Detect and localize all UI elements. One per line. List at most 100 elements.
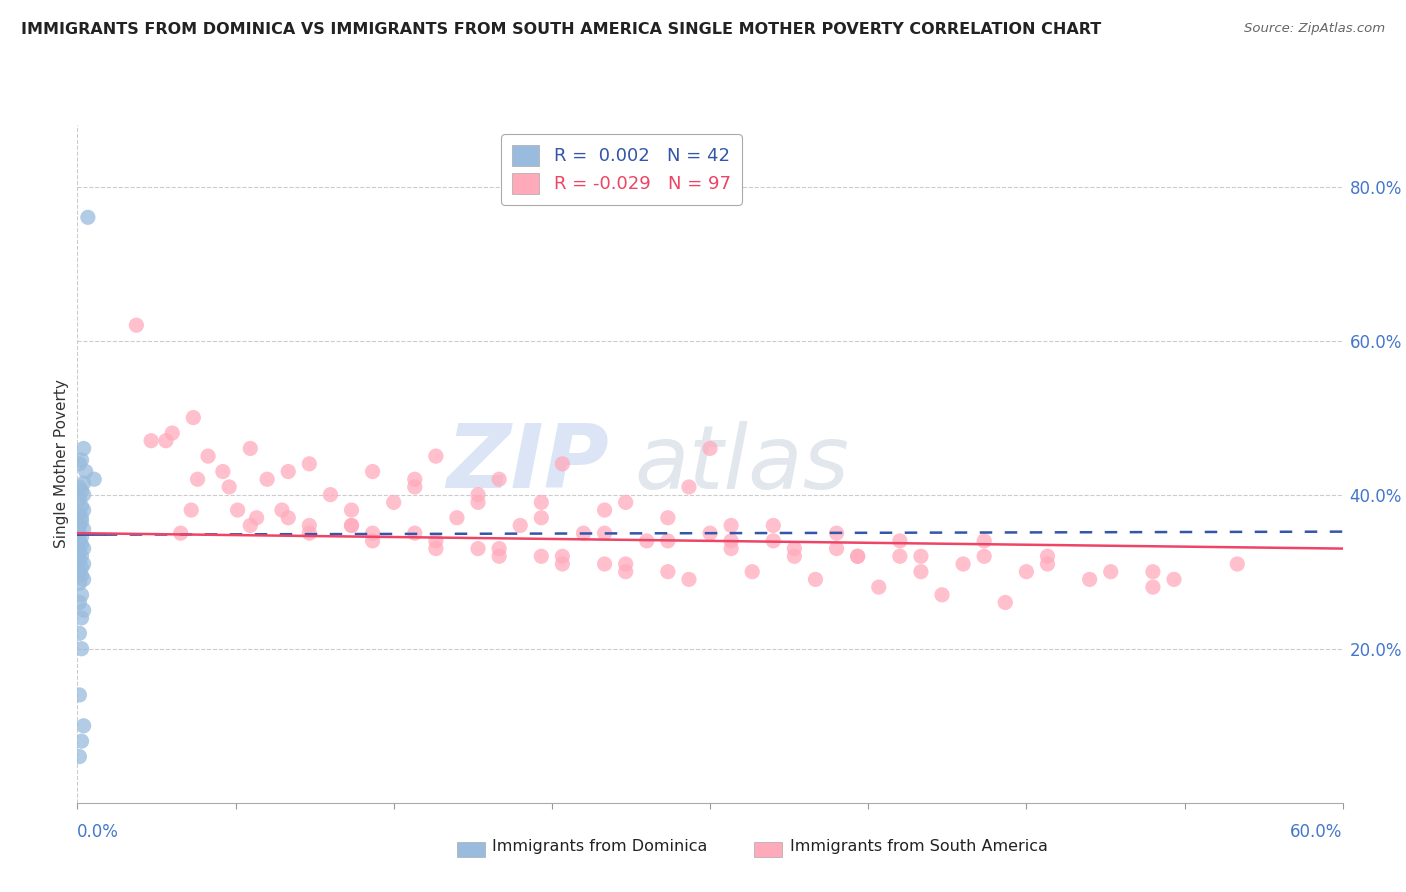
Point [70, 530, 93, 544]
Point [70, 561, 93, 575]
Point [67, 480, 90, 494]
Point [1015, 565, 1038, 579]
Point [239, 442, 262, 456]
Point [467, 541, 489, 556]
Point [67, 565, 90, 579]
Point [614, 495, 637, 509]
Point [70, 588, 93, 602]
Point [67, 545, 90, 559]
Point [425, 541, 447, 556]
Point [73, 573, 96, 587]
Point [488, 472, 510, 486]
Point [197, 449, 219, 463]
Point [75, 465, 97, 479]
Point [404, 526, 426, 541]
Point [467, 495, 489, 509]
Point [180, 503, 202, 517]
Point [404, 480, 426, 494]
Point [488, 549, 510, 564]
Point [382, 495, 405, 509]
Point [70, 611, 93, 625]
Point [256, 472, 278, 486]
Point [910, 565, 932, 579]
Point [141, 434, 163, 448]
Point [155, 434, 177, 448]
Point [762, 533, 785, 548]
Point [530, 549, 553, 564]
Point [846, 549, 869, 564]
Point [83, 472, 105, 486]
Point [73, 522, 96, 536]
Point [67, 688, 90, 702]
Point [361, 526, 384, 541]
Point [162, 425, 183, 440]
Point [76, 211, 98, 225]
Point [678, 573, 700, 587]
Point [973, 533, 995, 548]
Point [298, 457, 321, 471]
Text: Immigrants from South America: Immigrants from South America [790, 839, 1047, 855]
Point [170, 526, 193, 541]
Point [183, 410, 205, 425]
Point [657, 565, 679, 579]
Point [804, 573, 827, 587]
Text: ZIP: ZIP [446, 420, 609, 508]
Point [551, 549, 574, 564]
Point [70, 510, 93, 524]
Point [868, 580, 890, 594]
Point [73, 476, 96, 491]
Point [73, 442, 96, 456]
Point [509, 518, 531, 533]
Point [67, 518, 90, 533]
Point [614, 565, 637, 579]
Point [762, 518, 785, 533]
Point [636, 533, 658, 548]
Point [699, 442, 721, 456]
Point [70, 453, 93, 467]
Point [73, 488, 96, 502]
Point [741, 565, 763, 579]
Point [70, 734, 93, 748]
Point [699, 526, 721, 541]
Point [319, 488, 342, 502]
Point [187, 472, 209, 486]
Point [70, 641, 93, 656]
Point [67, 626, 90, 640]
Point [67, 491, 90, 506]
Text: IMMIGRANTS FROM DOMINICA VS IMMIGRANTS FROM SOUTH AMERICA SINGLE MOTHER POVERTY : IMMIGRANTS FROM DOMINICA VS IMMIGRANTS F… [21, 22, 1101, 37]
Point [73, 557, 96, 571]
Point [277, 510, 299, 524]
Point [73, 603, 96, 617]
Point [952, 557, 974, 571]
Point [67, 749, 90, 764]
Point [657, 510, 679, 524]
Point [720, 518, 742, 533]
Point [246, 510, 269, 524]
Point [70, 500, 93, 514]
Point [1036, 549, 1059, 564]
Point [825, 526, 848, 541]
Point [73, 503, 96, 517]
Point [361, 533, 384, 548]
Point [277, 465, 299, 479]
Point [488, 541, 510, 556]
Point [125, 318, 148, 333]
Point [67, 576, 90, 591]
Point [1078, 573, 1101, 587]
Point [73, 719, 96, 733]
Text: Source: ZipAtlas.com: Source: ZipAtlas.com [1244, 22, 1385, 36]
Point [530, 510, 553, 524]
Point [340, 518, 363, 533]
Point [67, 533, 90, 548]
Legend: R =  0.002   N = 42, R = -0.029   N = 97: R = 0.002 N = 42, R = -0.029 N = 97 [502, 134, 741, 204]
Point [825, 541, 848, 556]
Point [70, 568, 93, 582]
Point [67, 507, 90, 521]
Bar [755, 842, 782, 857]
Point [70, 483, 93, 498]
Point [614, 557, 637, 571]
Point [67, 526, 90, 541]
Point [1036, 557, 1059, 571]
Point [994, 595, 1017, 609]
Point [593, 557, 616, 571]
